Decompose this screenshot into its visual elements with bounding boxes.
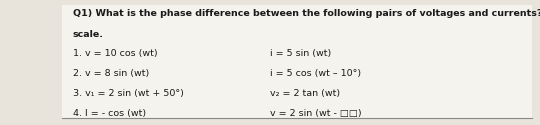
Text: 3. v₁ = 2 sin (wt + 50°): 3. v₁ = 2 sin (wt + 50°): [73, 89, 184, 98]
Text: 1. v = 10 cos (wt): 1. v = 10 cos (wt): [73, 49, 158, 58]
Text: v₂ = 2 tan (wt): v₂ = 2 tan (wt): [270, 89, 340, 98]
Text: scale.: scale.: [73, 30, 104, 39]
Text: Q1) What is the phase difference between the following pairs of voltages and cur: Q1) What is the phase difference between…: [73, 9, 540, 18]
Text: i = 5 cos (wt – 10°): i = 5 cos (wt – 10°): [270, 69, 361, 78]
Text: 4. I = - cos (wt): 4. I = - cos (wt): [73, 109, 146, 118]
Text: v = 2 sin (wt - □□): v = 2 sin (wt - □□): [270, 109, 362, 118]
Text: 2. v = 8 sin (wt): 2. v = 8 sin (wt): [73, 69, 149, 78]
Bar: [62, 5, 532, 117]
Text: i = 5 sin (wt): i = 5 sin (wt): [270, 49, 331, 58]
